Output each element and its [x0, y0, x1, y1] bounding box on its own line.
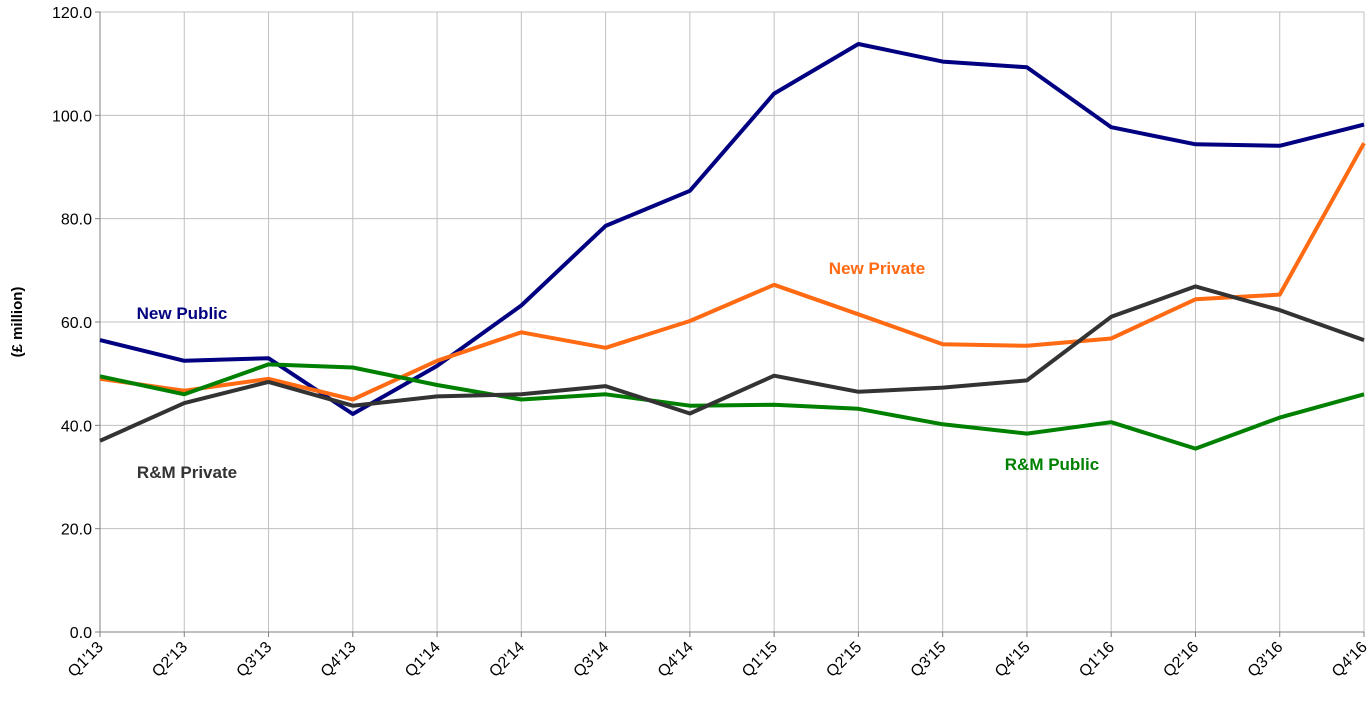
series-label: R&M Private — [137, 463, 237, 482]
x-tick-label: Q3'13 — [233, 639, 275, 681]
y-tick-label: 60.0 — [61, 315, 92, 332]
y-tick-label: 80.0 — [61, 212, 92, 229]
series-line — [99, 42, 1365, 416]
x-tick-label: Q2'16 — [1160, 639, 1202, 681]
x-tick-label: Q3'14 — [571, 639, 613, 681]
x-tick-label: Q1'16 — [1076, 639, 1118, 681]
y-tick-label: 20.0 — [61, 522, 92, 539]
x-tick-label: Q4'15 — [992, 639, 1034, 681]
series-line — [99, 362, 1365, 451]
series-line — [99, 284, 1365, 443]
x-tick-label: Q4'14 — [655, 639, 697, 681]
x-tick-label: Q2'15 — [823, 639, 865, 681]
series-label: R&M Public — [1005, 455, 1099, 474]
series-label: New Public — [137, 304, 228, 323]
y-tick-label: 40.0 — [61, 418, 92, 435]
x-tick-label: Q1'14 — [402, 639, 444, 681]
x-tick-label: Q2'13 — [149, 639, 191, 681]
series-label: New Private — [829, 259, 925, 278]
x-tick-label: Q3'16 — [1245, 639, 1287, 681]
y-tick-label: 0.0 — [70, 625, 92, 642]
x-tick-label: Q4'13 — [318, 639, 360, 681]
y-tick-label: 120.0 — [52, 5, 92, 22]
series-line — [99, 142, 1366, 402]
x-tick-label: Q4'16 — [1329, 639, 1367, 681]
y-tick-label: 100.0 — [52, 108, 92, 125]
x-tick-label: Q2'14 — [486, 639, 528, 681]
x-tick-label: Q1'13 — [65, 639, 107, 681]
x-tick-label: Q3'15 — [908, 639, 950, 681]
y-axis-label: (£ million) — [9, 287, 26, 358]
x-tick-label: Q1'15 — [739, 639, 781, 681]
